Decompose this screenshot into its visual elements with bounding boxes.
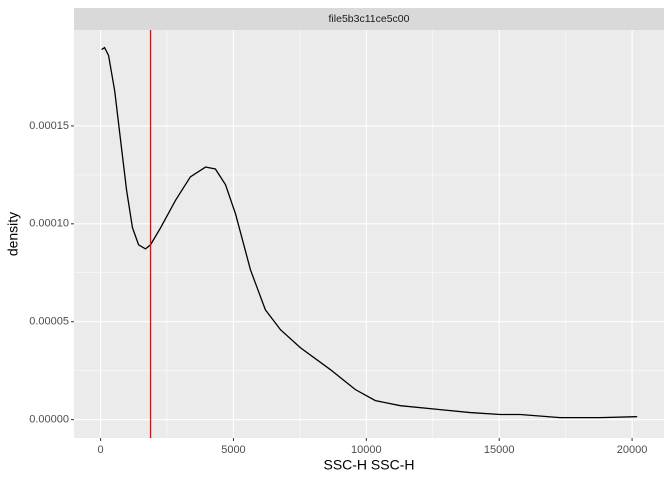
- x-tick-label: 10000: [351, 444, 382, 456]
- x-axis-title: SSC-H SSC-H: [323, 457, 414, 473]
- y-tick-label: 0.00015: [29, 120, 69, 132]
- density-line: [101, 46, 638, 419]
- panel: [74, 30, 664, 438]
- y-tick-label: 0.00010: [29, 218, 69, 230]
- y-axis-title: density: [5, 212, 21, 256]
- x-tick-label: 15000: [484, 444, 515, 456]
- strip-label: file5b3c11ce5c00: [329, 13, 410, 25]
- x-tick-label: 20000: [617, 444, 648, 456]
- y-tick-label: 0.00000: [29, 414, 69, 426]
- strip: [74, 8, 664, 30]
- y-tick-label: 0.00005: [29, 316, 69, 328]
- x-tick-label: 5000: [221, 444, 245, 456]
- x-tick-label: 0: [98, 444, 104, 456]
